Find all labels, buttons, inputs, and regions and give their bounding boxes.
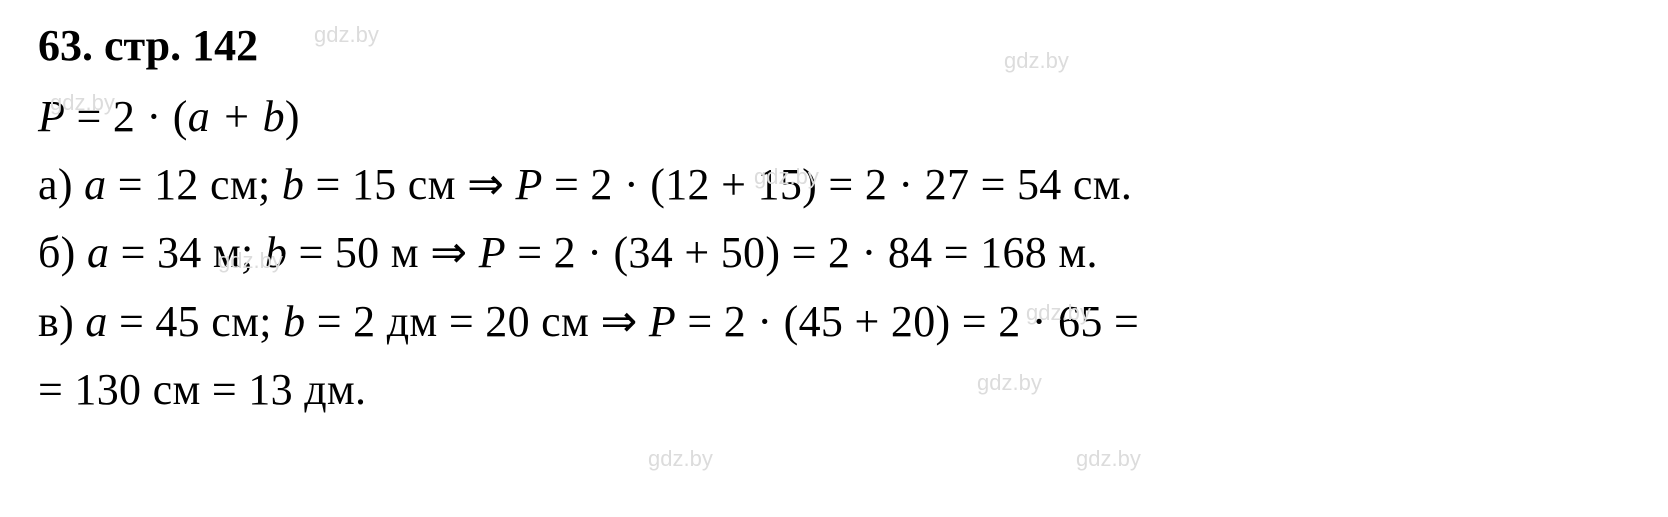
label: б): [38, 228, 87, 277]
unit: м: [391, 228, 430, 277]
text: = 2 · (: [65, 92, 188, 141]
line-b: б) a = 34 м; b = 50 м ⇒ P = 2 · (34 + 50…: [38, 219, 1630, 287]
unit: дм = 20 см: [387, 297, 601, 346]
text: = 34: [109, 228, 213, 277]
text: = 50: [287, 228, 391, 277]
var-b: b: [282, 160, 304, 209]
page: 63. стр. 142 P = 2 · (a + b) а) a = 12 с…: [0, 0, 1668, 424]
text: ): [285, 92, 300, 141]
text: = 2 · (12 + 15) = 2 · 27 = 54: [543, 160, 1073, 209]
var-b: b: [265, 228, 287, 277]
text: = 45: [108, 297, 212, 346]
var-a: a: [85, 297, 107, 346]
text: = 12: [106, 160, 210, 209]
var-a: a: [87, 228, 109, 277]
line-c-1: в) a = 45 см; b = 2 дм = 20 см ⇒ P = 2 ·…: [38, 288, 1630, 356]
watermark-text: gdz.by: [1076, 446, 1141, 472]
unit: см: [408, 160, 467, 209]
var-P: P: [516, 160, 543, 209]
heading: 63. стр. 142: [38, 20, 1630, 71]
line-c-2: = 130 см = 13 дм.: [38, 356, 1630, 424]
unit: см;: [210, 160, 282, 209]
arrow-icon: ⇒: [467, 160, 515, 209]
label: а): [38, 160, 84, 209]
text: = 2 · (34 + 50) = 2 · 84 = 168: [506, 228, 1058, 277]
line-a: а) a = 12 см; b = 15 см ⇒ P = 2 · (12 + …: [38, 151, 1630, 219]
watermark-text: gdz.by: [648, 446, 713, 472]
var-b: b: [283, 297, 305, 346]
unit: м;: [213, 228, 265, 277]
text: = 2 · (45 + 20) = 2 · 65 =: [676, 297, 1139, 346]
text: = 15: [304, 160, 408, 209]
unit: см.: [1073, 160, 1132, 209]
unit: м.: [1058, 228, 1097, 277]
var-P: P: [649, 297, 676, 346]
var-a: a: [84, 160, 106, 209]
arrow-icon: ⇒: [430, 228, 478, 277]
text: = 130 см = 13 дм.: [38, 365, 366, 414]
arrow-icon: ⇒: [600, 297, 648, 346]
label: в): [38, 297, 85, 346]
text: = 2: [305, 297, 386, 346]
var-P: P: [479, 228, 506, 277]
var-P: P: [38, 92, 65, 141]
var-ab: a + b: [188, 92, 285, 141]
unit: см;: [211, 297, 283, 346]
formula-line: P = 2 · (a + b): [38, 83, 1630, 151]
